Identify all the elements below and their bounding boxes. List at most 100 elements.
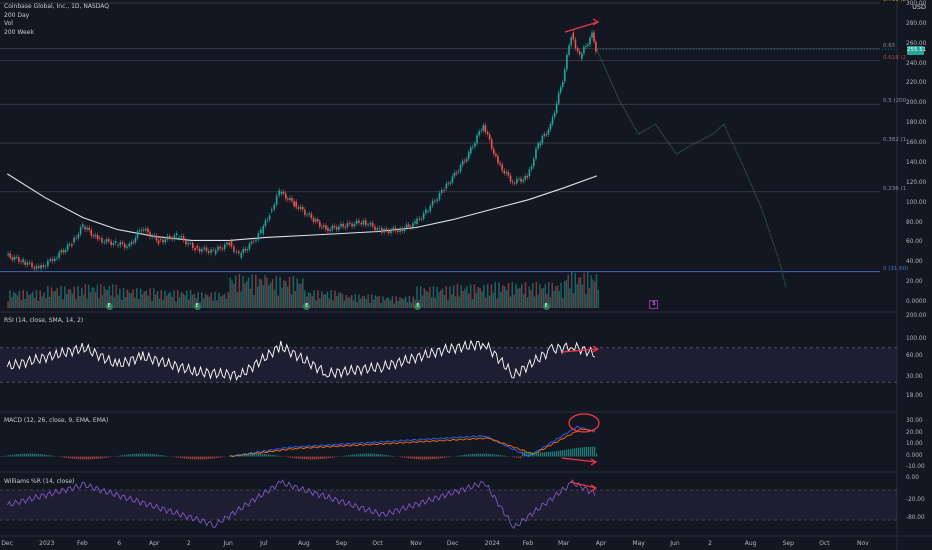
candle-body (342, 223, 344, 227)
macd-histogram-bar (498, 454, 500, 457)
macd-histogram-bar (150, 453, 152, 457)
volume-bar (160, 290, 162, 308)
candle-body (196, 245, 199, 249)
volume-bar (540, 288, 543, 308)
volume-bar (83, 294, 85, 308)
candle-body (416, 218, 418, 225)
rsi-label[interactable]: RSI (14, close, SMA, 14, 2) (4, 317, 84, 324)
macd-histogram-bar (256, 453, 258, 457)
volume-bar (294, 290, 296, 308)
volume-bar (520, 284, 523, 308)
macd-histogram-bar (302, 456, 304, 460)
macd-histogram-bar (186, 456, 188, 459)
macd-histogram-bar (548, 451, 550, 457)
volume-bar (130, 293, 132, 308)
volume-bar (502, 285, 504, 308)
volume-bar (126, 289, 129, 308)
candle-body (418, 218, 421, 220)
price-y-tick: 280.00 (906, 20, 927, 27)
volume-bar (320, 291, 323, 308)
volume-bar (456, 284, 459, 308)
volume-bar (544, 284, 546, 308)
candle-body (175, 233, 178, 236)
volume-bar (20, 299, 23, 308)
candle-body (291, 198, 293, 202)
volume-bar (322, 294, 325, 308)
candle-body (94, 235, 97, 237)
volume-bar (336, 295, 338, 308)
macd-histogram-bar (46, 454, 48, 457)
volume-bar (56, 287, 59, 308)
macd-label[interactable]: MACD (12, 26, close, 9, EMA, EMA) (4, 417, 109, 424)
candle-body (134, 237, 137, 243)
volume-bar (447, 299, 449, 308)
volume-bar (397, 301, 399, 308)
volume-bar (492, 292, 495, 308)
candle-body (445, 183, 448, 189)
legend-ma200[interactable]: 200 Day (4, 11, 30, 19)
volume-bar (132, 289, 134, 308)
candle-body (447, 183, 450, 185)
macd-histogram-bar (388, 455, 390, 457)
currency-label[interactable]: USD (912, 3, 926, 11)
candle-body (33, 267, 36, 269)
fib-level-label: 0 (31.60) (883, 265, 909, 272)
volume-bar (300, 283, 302, 308)
macd-histogram-bar (180, 456, 182, 459)
volume-bar (498, 282, 500, 308)
macd-histogram-bar (476, 453, 478, 457)
volume-bar (305, 296, 308, 308)
macd-histogram-bar (64, 456, 66, 458)
macd-histogram-bar (420, 456, 422, 460)
legend-ma200w[interactable]: 200 Week (4, 28, 34, 36)
macd-histogram-bar (214, 456, 216, 459)
price-y-tick: 300.00 (906, 1, 927, 7)
volume-bar (48, 296, 51, 308)
price-y-tick: 180.00 (906, 120, 927, 127)
candle-body (581, 53, 583, 59)
williams-label[interactable]: Williams %R (14, close) (4, 478, 75, 485)
candle-body (420, 218, 423, 220)
candle-body (144, 228, 147, 231)
x-axis-tick: 2 (708, 540, 712, 547)
macd-histogram-bar (376, 453, 378, 457)
volume-bar (324, 294, 327, 308)
volume-bar (505, 290, 508, 308)
candle-body (438, 192, 441, 200)
rsi-y-tick: 60.00 (906, 353, 923, 359)
volume-bar (273, 289, 276, 308)
volume-bar (574, 273, 576, 308)
macd-histogram-bar (8, 455, 10, 457)
macd-histogram-bar (576, 448, 578, 457)
volume-bar (427, 292, 429, 308)
candle-body (526, 175, 529, 178)
volume-bar (233, 283, 235, 308)
macd-histogram-bar (128, 454, 130, 457)
macd-histogram-bar (50, 455, 52, 457)
candle-body (499, 162, 501, 165)
volume-bar (558, 291, 561, 308)
macd-histogram-bar (264, 454, 266, 457)
volume-bar (526, 297, 529, 308)
legend-vol[interactable]: Vol (4, 20, 13, 27)
volume-bar (483, 284, 485, 308)
macd-histogram-bar (240, 454, 242, 457)
volume-bar (225, 298, 228, 308)
candle-body (583, 46, 585, 54)
volume-bar (416, 286, 418, 308)
candle-body (53, 258, 56, 262)
macd-histogram-bar (516, 456, 518, 458)
volume-bar (485, 297, 487, 308)
volume-bar (395, 296, 397, 308)
candle-body (484, 125, 487, 133)
macd-y-tick: 20.00 (906, 429, 923, 436)
candle-body (273, 204, 276, 210)
candle-body (18, 257, 20, 262)
volume-bar (35, 290, 38, 308)
candle-body (270, 209, 273, 212)
candle-body (66, 244, 69, 251)
macd-histogram-bar (104, 456, 106, 458)
volume-bar (26, 291, 28, 308)
price-y-tick: 120.00 (906, 179, 927, 186)
candle-body (178, 237, 180, 239)
